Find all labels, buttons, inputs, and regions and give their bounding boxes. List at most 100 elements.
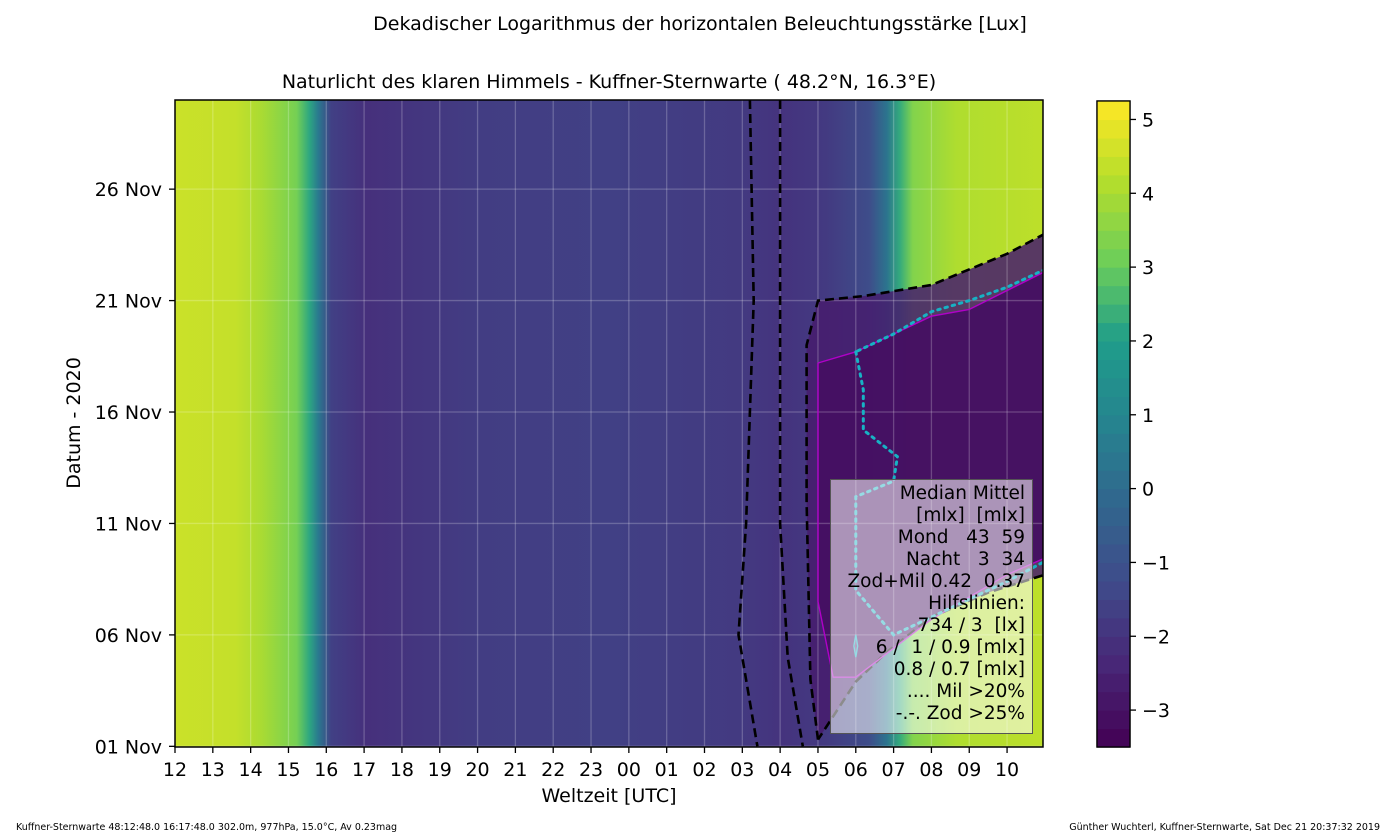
chart-title: Naturlicht des klaren Himmels - Kuffner-…	[281, 71, 937, 93]
colorbar-tick-label: −2	[1142, 626, 1170, 648]
y-tick-label: 06 Nov	[95, 625, 162, 647]
colorbar-band	[1097, 488, 1130, 508]
y-tick-label: 11 Nov	[95, 513, 162, 535]
x-tick-label: 19	[428, 759, 452, 781]
x-tick-label: 17	[352, 759, 376, 781]
colorbar-tick-label: 0	[1142, 479, 1154, 501]
colorbar-band	[1097, 377, 1130, 397]
legend-line: Mond 43 59	[897, 527, 1025, 548]
colorbar: 5 4 3 2 1 0 −1 −2 −3	[1096, 100, 1170, 748]
x-tick-label: 21	[503, 759, 527, 781]
legend-line: 0.8 / 0.7 [mlx]	[893, 659, 1025, 680]
colorbar-band	[1097, 304, 1130, 324]
colorbar-band	[1097, 193, 1130, 213]
colorbar-band	[1097, 119, 1130, 139]
twilight-civil-left-line	[737, 100, 759, 747]
x-tick-label: 07	[882, 759, 906, 781]
x-tick-label: 22	[541, 759, 565, 781]
legend-box: Median Mittel [mlx] [mlx] Mond 43 59 Nac…	[830, 479, 1033, 734]
x-axis-label: Weltzeit [UTC]	[541, 785, 676, 807]
colorbar-frame	[1096, 100, 1131, 748]
legend-line: Nacht 3 34	[905, 549, 1025, 570]
plot-frame	[174, 99, 1044, 748]
colorbar-band	[1097, 636, 1130, 656]
colorbar-band	[1097, 580, 1130, 600]
colorbar-band	[1097, 617, 1130, 637]
colorbar-band	[1097, 543, 1130, 564]
y-tick-label: 16 Nov	[95, 402, 162, 424]
x-tick-label: 16	[314, 759, 338, 781]
grid-layer	[175, 100, 1043, 747]
colorbar-band	[1097, 470, 1130, 490]
twilight-sun-right-line	[1291, 100, 1302, 746]
colorbar-band	[1097, 156, 1130, 176]
x-tick-label: 02	[692, 759, 716, 781]
colorbar-band	[1097, 267, 1130, 287]
legend-line: Hilfslinien:	[928, 593, 1025, 614]
colorbar-tick-label: 3	[1142, 257, 1154, 279]
y-axis-label: Datum - 2020	[63, 357, 85, 489]
x-axis-ticks: 12 13 14 15 16 17 18 19 20 21 22 23 00 01 02 03 04 05 06 07…	[163, 747, 1019, 781]
colorbar-band	[1097, 101, 1130, 121]
colorbar-band	[1097, 451, 1130, 471]
colorbar-tick-label: 1	[1142, 405, 1154, 427]
x-tick-label: 20	[465, 759, 489, 781]
colorbar-band	[1097, 137, 1130, 157]
y-axis-ticks: 01 Nov 06 Nov 11 Nov 16 Nov 21 Nov 26 Nov	[95, 179, 175, 758]
twilight-civil-right-line	[1321, 100, 1363, 746]
colorbar-band	[1097, 562, 1130, 582]
x-tick-label: 01	[655, 759, 679, 781]
twilight-sun-left-line	[778, 100, 805, 747]
colorbar-tick-label: 2	[1142, 331, 1154, 353]
colorbar-band	[1097, 340, 1130, 360]
legend-line: Median Mittel	[899, 483, 1025, 504]
x-tick-label: 10	[995, 759, 1019, 781]
x-tick-label: 08	[919, 759, 943, 781]
colorbar-band	[1097, 414, 1130, 434]
x-tick-label: 15	[276, 759, 300, 781]
colorbar-band	[1097, 285, 1130, 305]
colorbar-band	[1097, 710, 1130, 730]
colorbar-band	[1097, 599, 1130, 619]
x-tick-label: 12	[163, 759, 187, 781]
footer-location: Kuffner-Sternwarte 48:12:48.0 16:17:48.0…	[16, 822, 398, 833]
legend-line: [mlx] [mlx]	[916, 505, 1025, 526]
colorbar-tick-label: 5	[1142, 109, 1154, 131]
colorbar-tick-label: 4	[1142, 183, 1154, 205]
x-tick-label: 00	[617, 759, 641, 781]
x-tick-label: 05	[806, 759, 830, 781]
figure-title: Dekadischer Logarithmus der horizontalen…	[373, 13, 1027, 35]
colorbar-band	[1097, 673, 1130, 693]
x-tick-label: 04	[768, 759, 792, 781]
colorbar-band	[1097, 322, 1130, 342]
colorbar-tick-label: −1	[1142, 552, 1170, 574]
colorbar-band	[1097, 507, 1130, 527]
footer-credit: Günther Wuchterl, Kuffner-Sternwarte, Sa…	[1069, 822, 1380, 833]
legend-line: 6 / 1 / 0.9 [mlx]	[875, 637, 1025, 658]
x-tick-label: 13	[201, 759, 225, 781]
y-tick-label: 01 Nov	[95, 736, 162, 758]
colorbar-band	[1097, 654, 1130, 674]
colorbar-band	[1097, 211, 1130, 231]
x-tick-label: 06	[844, 759, 868, 781]
colorbar-band	[1097, 728, 1130, 748]
x-tick-label: 23	[579, 759, 603, 781]
y-tick-label: 26 Nov	[95, 179, 162, 201]
legend-line: 734 / 3 [lx]	[917, 615, 1025, 636]
y-tick-label: 21 Nov	[95, 291, 162, 313]
colorbar-band	[1097, 174, 1130, 194]
x-tick-label: 18	[390, 759, 414, 781]
x-tick-label: 14	[239, 759, 263, 781]
colorbar-bands	[1096, 100, 1131, 748]
colorbar-band	[1097, 230, 1130, 250]
colorbar-band	[1097, 248, 1130, 268]
x-tick-label: 03	[730, 759, 754, 781]
legend-line: Zod+Mil 0.42 0.37	[847, 571, 1025, 592]
zodiacal-marker	[1191, 196, 1202, 223]
colorbar-band	[1097, 396, 1130, 416]
colorbar-band	[1097, 433, 1130, 453]
legend-line: -.-. Zod >25%	[895, 703, 1025, 724]
colorbar-band	[1097, 525, 1130, 545]
colorbar-band	[1097, 691, 1130, 711]
